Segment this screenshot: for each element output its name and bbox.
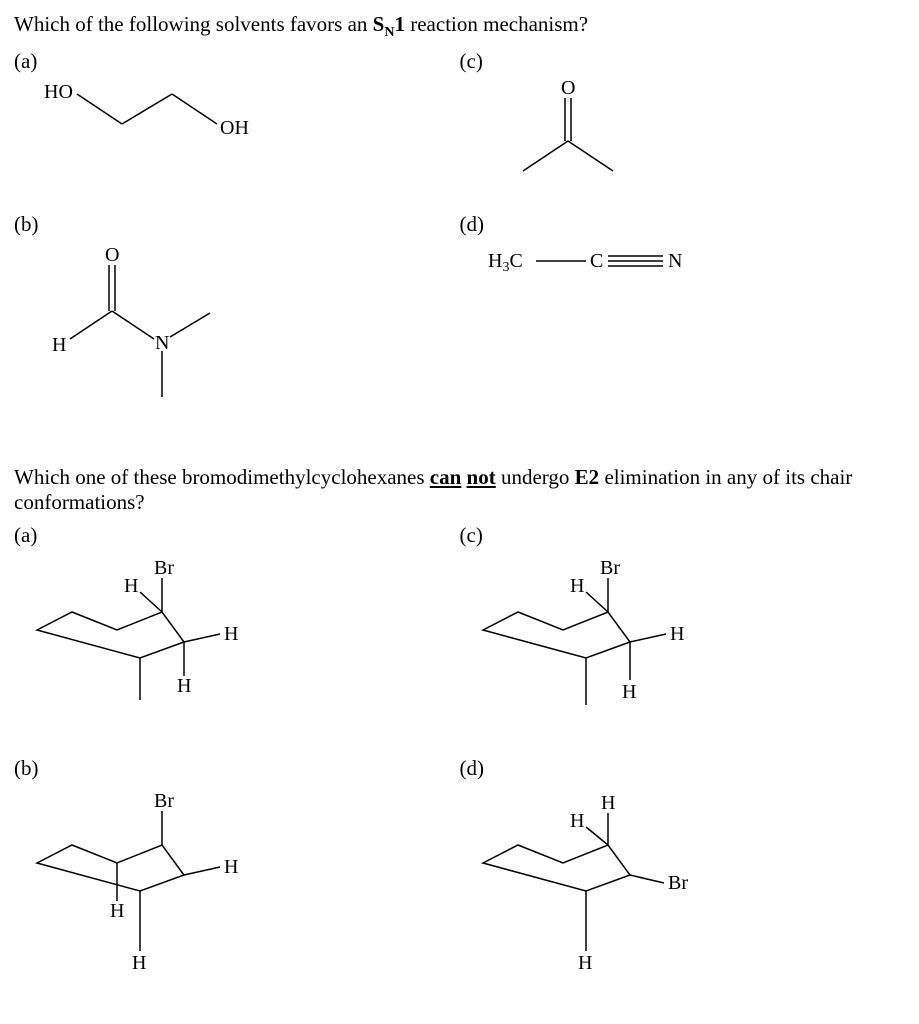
atom-oh: OH xyxy=(220,117,249,139)
q2-can: can xyxy=(430,465,462,489)
atom-h-b: H xyxy=(52,334,66,356)
atom-h-d3: H xyxy=(578,952,592,974)
q1-label-b: (b) xyxy=(14,212,460,237)
q2-choice-b: (b) Br H H H xyxy=(14,756,460,989)
atom-br-a: Br xyxy=(154,557,174,579)
atom-h3c: H3C xyxy=(488,250,523,275)
q1-text-before: Which of the following solvents favors a… xyxy=(14,12,373,36)
atom-br-b: Br xyxy=(154,790,174,812)
q1-structure-b: O H N xyxy=(22,239,460,425)
atom-n-b: N xyxy=(155,332,169,354)
q2-not: not xyxy=(467,465,496,489)
q2-label-c: (c) xyxy=(460,523,906,548)
atom-n-d: N xyxy=(668,250,682,272)
q1-structure-c: O xyxy=(468,76,906,202)
q1-label-a: (a) xyxy=(14,49,460,74)
atom-h-c1: H xyxy=(570,575,584,597)
q1-sn-n: N xyxy=(384,25,394,40)
atom-br-c: Br xyxy=(600,557,620,579)
atom-h-b2: H xyxy=(224,856,238,878)
atom-h-a2: H xyxy=(224,623,238,645)
q2-t1: Which one of these bromodimethylcyclohex… xyxy=(14,465,430,489)
q2-label-b: (b) xyxy=(14,756,460,781)
atom-br-d: Br xyxy=(668,872,688,894)
atom-o-c: O xyxy=(561,77,575,99)
q2-structure-c: Br H H H xyxy=(468,550,906,746)
q1-label-c: (c) xyxy=(460,49,906,74)
atom-h-d1: H xyxy=(601,792,615,814)
q2-t2: undergo xyxy=(496,465,575,489)
q2-structure-d: H H Br H xyxy=(468,783,906,989)
atom-h-c2: H xyxy=(670,623,684,645)
q2-choice-d: (d) H H Br H xyxy=(460,756,906,989)
q2-choice-grid: (a) xyxy=(14,523,905,989)
atom-c-d: C xyxy=(590,250,603,272)
q2-structure-a: Br H H H xyxy=(22,550,460,736)
q1-label-d: (d) xyxy=(460,212,906,237)
q1-choice-a: (a) HO OH xyxy=(14,49,460,202)
atom-h-c3: H xyxy=(622,681,636,703)
atom-h-b1: H xyxy=(110,900,124,922)
atom-h-b3: H xyxy=(132,952,146,974)
question-2-text: Which one of these bromodimethylcyclohex… xyxy=(14,465,905,515)
q1-structure-d: H3C C N xyxy=(468,239,906,295)
q2-choice-c: (c) Br H H H xyxy=(460,523,906,746)
q1-choice-grid: (a) HO OH (c) xyxy=(14,49,905,425)
atom-h-d2: H xyxy=(570,810,584,832)
q2-structure-b: Br H H H xyxy=(22,783,460,989)
atom-ho: HO xyxy=(44,81,73,103)
q2-label-d: (d) xyxy=(460,756,906,781)
atom-h-a3: H xyxy=(177,675,191,697)
q1-sn-1: 1 xyxy=(394,12,405,36)
q1-choice-b: (b) O H N xyxy=(14,212,460,425)
q2-label-a: (a) xyxy=(14,523,460,548)
q1-choice-c: (c) O xyxy=(460,49,906,202)
atom-h-a1: H xyxy=(124,575,138,597)
q1-text-after: reaction mechanism? xyxy=(405,12,588,36)
question-1-text: Which of the following solvents favors a… xyxy=(14,12,905,41)
q1-structure-a: HO OH xyxy=(22,76,460,172)
q1-sn-s: S xyxy=(373,12,385,36)
q2-e2: E2 xyxy=(575,465,600,489)
q2-choice-a: (a) xyxy=(14,523,460,746)
q1-choice-d: (d) H3C C N xyxy=(460,212,906,425)
atom-o-b: O xyxy=(105,244,119,266)
